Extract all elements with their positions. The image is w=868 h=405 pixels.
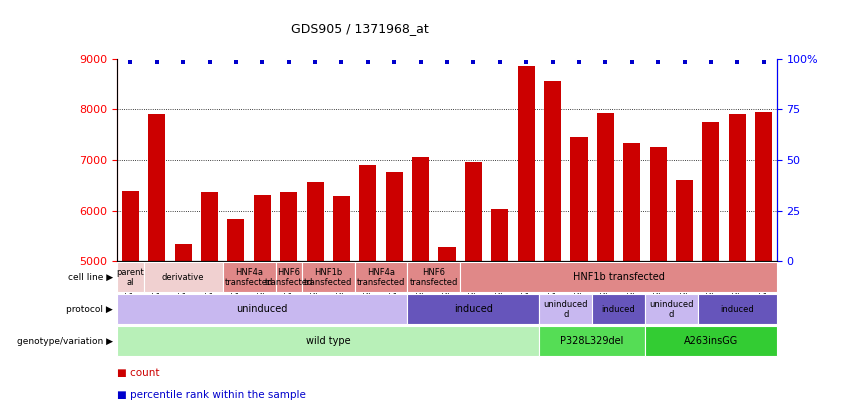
Bar: [676, 180, 693, 261]
Bar: [148, 115, 165, 261]
Bar: [253, 195, 271, 261]
Bar: [491, 209, 509, 261]
Bar: [517, 66, 535, 261]
Text: HNF6
transfected: HNF6 transfected: [265, 268, 312, 287]
Bar: [122, 192, 139, 261]
Text: ■ count: ■ count: [117, 368, 160, 377]
Bar: [227, 219, 245, 261]
Bar: [729, 115, 746, 261]
Bar: [623, 143, 641, 261]
Text: induced: induced: [454, 304, 493, 314]
Bar: [385, 172, 403, 261]
Bar: [465, 162, 482, 261]
Bar: [306, 182, 324, 261]
Bar: [438, 247, 456, 261]
Bar: [174, 243, 192, 261]
Text: HNF1b
transfected: HNF1b transfected: [304, 268, 352, 287]
Text: HNF1b transfected: HNF1b transfected: [573, 272, 665, 282]
Text: induced: induced: [602, 305, 635, 314]
Text: P328L329del: P328L329del: [561, 336, 624, 346]
Text: GDS905 / 1371968_at: GDS905 / 1371968_at: [292, 22, 429, 35]
Bar: [201, 192, 218, 261]
Text: uninduced
d: uninduced d: [543, 300, 588, 319]
Text: A263insGG: A263insGG: [684, 336, 738, 346]
Text: cell line ▶: cell line ▶: [68, 273, 113, 282]
Bar: [359, 164, 377, 261]
Text: HNF4a
transfected: HNF4a transfected: [357, 268, 405, 287]
Bar: [412, 158, 429, 261]
Text: parent
al: parent al: [116, 268, 144, 287]
Text: protocol ▶: protocol ▶: [66, 305, 113, 314]
Bar: [755, 112, 773, 261]
Text: derivative: derivative: [162, 273, 204, 282]
Bar: [544, 81, 561, 261]
Text: uninduced
d: uninduced d: [649, 300, 694, 319]
Text: HNF6
transfected: HNF6 transfected: [410, 268, 458, 287]
Bar: [333, 196, 350, 261]
Text: HNF4a
transfected: HNF4a transfected: [225, 268, 273, 287]
Bar: [597, 113, 614, 261]
Bar: [280, 192, 297, 261]
Text: uninduced: uninduced: [237, 304, 288, 314]
Bar: [702, 122, 720, 261]
Bar: [649, 147, 667, 261]
Text: wild type: wild type: [306, 336, 351, 346]
Text: ■ percentile rank within the sample: ■ percentile rank within the sample: [117, 390, 306, 400]
Bar: [570, 137, 588, 261]
Text: induced: induced: [720, 305, 754, 314]
Text: genotype/variation ▶: genotype/variation ▶: [16, 337, 113, 346]
